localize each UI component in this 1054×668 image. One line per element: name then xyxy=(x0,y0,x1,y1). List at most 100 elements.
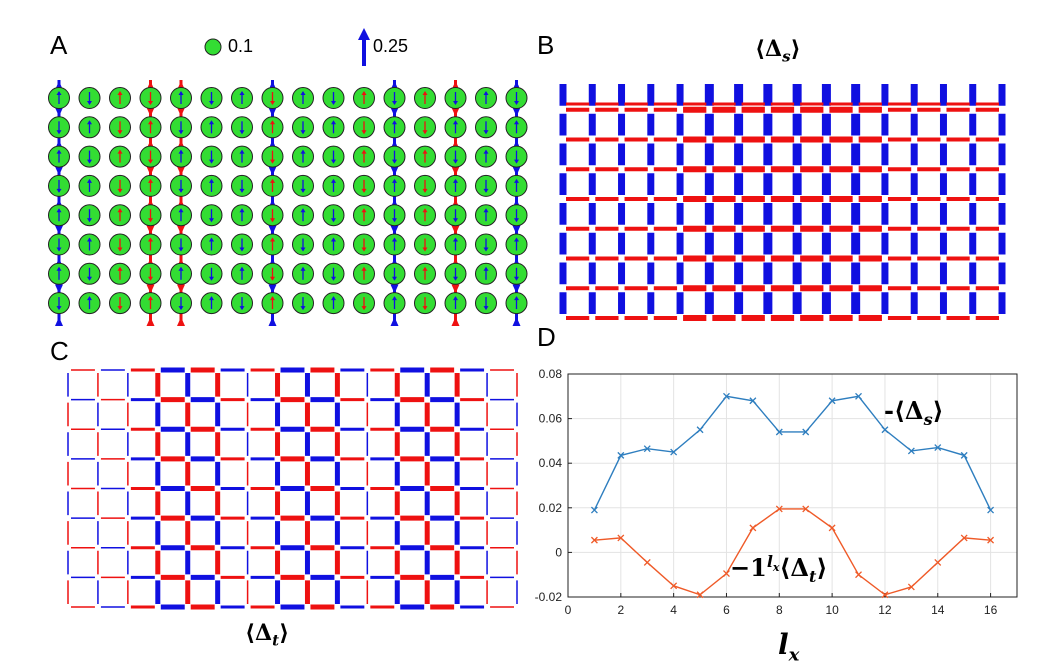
panel-b-title-text: ⟨Δ xyxy=(755,36,783,62)
singlet-bond-vertical xyxy=(559,292,567,314)
legend-arrowhead-icon xyxy=(358,28,370,40)
site-spin-arrowhead xyxy=(148,101,153,105)
triplet-bond-horizontal xyxy=(190,574,215,580)
singlet-bond-horizontal xyxy=(624,167,648,172)
singlet-bond-horizontal xyxy=(946,256,970,261)
site-spin-arrowhead xyxy=(453,237,458,242)
singlet-bond-horizontal xyxy=(858,102,882,106)
singlet-bond-vertical xyxy=(939,292,947,314)
site-spin-arrowhead xyxy=(87,276,92,281)
triplet-bond-horizontal xyxy=(490,458,514,460)
triplet-bond-horizontal xyxy=(400,367,425,373)
triplet-bond-horizontal xyxy=(130,516,155,520)
triplet-bond-horizontal xyxy=(71,369,95,371)
site-spin-arrowhead xyxy=(392,276,397,281)
series-marker xyxy=(881,426,889,434)
triplet-bond-horizontal xyxy=(430,515,455,521)
triplet-bond-horizontal xyxy=(130,368,155,372)
triplet-bond-vertical xyxy=(366,491,369,516)
singlet-bond-vertical xyxy=(676,203,684,225)
triplet-bond-vertical xyxy=(97,521,99,545)
triplet-bond-horizontal xyxy=(400,397,425,403)
singlet-bond-horizontal xyxy=(595,226,619,231)
site-spin-arrowhead xyxy=(239,247,245,252)
site-spin-arrowhead xyxy=(483,188,489,193)
spin-line-arrowhead xyxy=(146,107,155,117)
triplet-bond-horizontal xyxy=(220,546,245,550)
singlet-bond-vertical xyxy=(998,173,1006,195)
singlet-bond-vertical xyxy=(998,143,1006,166)
singlet-bond-horizontal xyxy=(741,106,765,113)
singlet-bond-vertical xyxy=(676,143,684,166)
singlet-bond-horizontal xyxy=(595,256,619,261)
triplet-bond-horizontal xyxy=(310,515,335,521)
singlet-bond-vertical xyxy=(821,173,831,195)
spin-line-arrowhead xyxy=(177,166,185,176)
singlet-bond-vertical xyxy=(676,84,684,106)
singlet-bond-horizontal xyxy=(683,315,707,321)
triplet-bond-horizontal xyxy=(220,368,245,372)
singlet-bond-horizontal xyxy=(683,196,707,202)
singlet-bond-vertical xyxy=(792,173,802,195)
singlet-bond-horizontal xyxy=(595,137,619,142)
singlet-bond-vertical xyxy=(792,113,802,136)
triplet-bond-vertical xyxy=(334,432,340,456)
site-spin-arrowhead xyxy=(56,188,62,193)
triplet-bond-vertical xyxy=(97,461,99,486)
triplet-bond-horizontal xyxy=(340,368,365,372)
series-marker xyxy=(960,451,968,459)
site-spin-arrowhead xyxy=(300,247,306,252)
triplet-bond-vertical xyxy=(486,491,488,516)
singlet-bond-horizontal xyxy=(741,166,765,173)
panel-c-label: ⟨Δt⟩ xyxy=(245,620,289,649)
singlet-bond-horizontal xyxy=(770,255,795,262)
singlet-bond-horizontal xyxy=(800,225,824,232)
triplet-bond-vertical xyxy=(275,550,281,575)
singlet-bond-horizontal xyxy=(653,167,678,172)
singlet-bond-horizontal xyxy=(683,166,707,173)
triplet-bond-vertical xyxy=(424,580,430,604)
legend-circle-value: 0.1 xyxy=(228,36,254,56)
site-spin-arrowhead xyxy=(209,178,214,183)
singlet-bond-horizontal xyxy=(858,166,882,173)
triplet-bond-vertical xyxy=(454,432,460,456)
site-spin-arrowhead xyxy=(178,91,184,95)
singlet-bond-horizontal xyxy=(741,225,765,232)
triplet-bond-horizontal xyxy=(190,515,215,521)
singlet-bond-vertical xyxy=(647,84,655,106)
singlet-bond-horizontal xyxy=(566,226,590,231)
singlet-bond-horizontal xyxy=(770,196,795,202)
site-spin-arrowhead xyxy=(117,130,123,135)
singlet-bond-horizontal xyxy=(975,102,999,106)
series-s-label-text: -⟨Δ xyxy=(884,396,924,425)
singlet-bond-horizontal xyxy=(683,285,707,292)
series-marker xyxy=(590,506,598,514)
singlet-bond-horizontal xyxy=(975,316,999,320)
series-s-label: -⟨Δs⟩ xyxy=(884,396,944,429)
singlet-bond-horizontal xyxy=(829,136,853,143)
singlet-bond-horizontal xyxy=(595,107,619,112)
singlet-bond-vertical xyxy=(969,292,977,314)
triplet-bond-vertical xyxy=(424,491,430,516)
site-spin-arrowhead xyxy=(209,159,214,164)
site-spin-arrowhead xyxy=(422,91,428,95)
series-marker xyxy=(723,570,730,578)
singlet-bond-vertical xyxy=(792,262,802,285)
site-spin-arrowhead xyxy=(239,208,245,213)
site-spin-arrowhead xyxy=(148,237,153,242)
site-spin-arrowhead xyxy=(300,188,306,193)
singlet-bond-horizontal xyxy=(800,102,824,106)
singlet-bond-horizontal xyxy=(712,315,736,321)
singlet-bond-horizontal xyxy=(858,196,882,202)
singlet-bond-vertical xyxy=(851,262,861,285)
site-spin-arrowhead xyxy=(331,120,336,125)
legend-circle-icon xyxy=(204,38,222,56)
series-line xyxy=(594,508,991,596)
y-tick-label: 0.04 xyxy=(539,456,563,470)
singlet-bond-vertical xyxy=(704,232,714,255)
site-spin-arrowhead xyxy=(392,296,397,301)
singlet-bond-horizontal xyxy=(741,102,765,106)
series-marker xyxy=(855,571,862,579)
